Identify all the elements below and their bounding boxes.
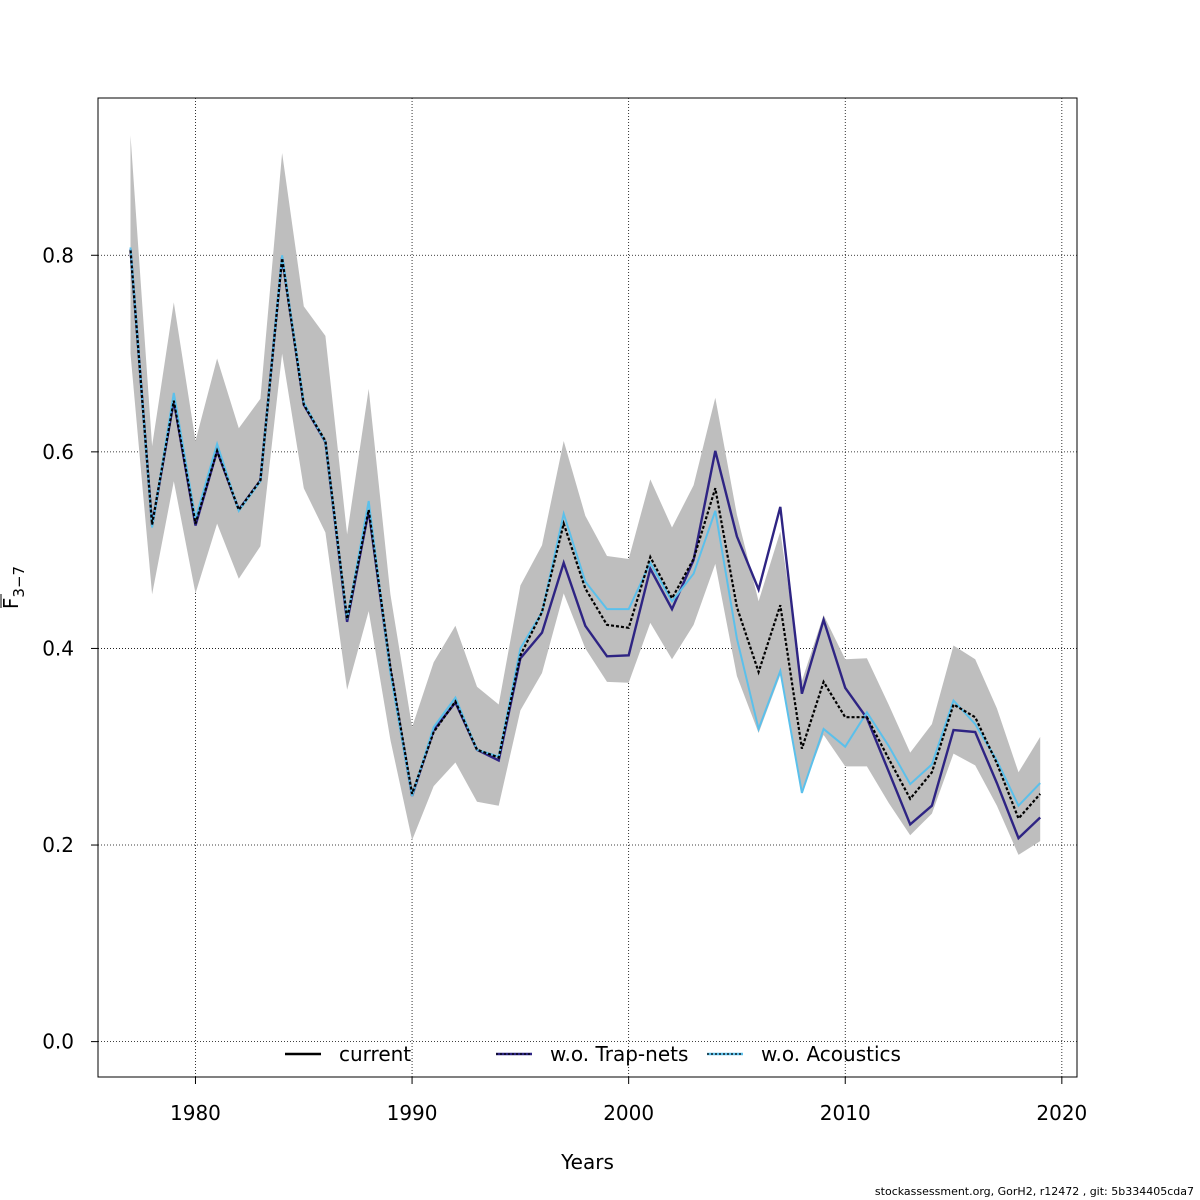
y-axis-title-base: F [0,598,23,610]
series-line-wo-acoustics [129,247,1041,808]
x-tick-label: 2010 [820,1101,871,1125]
confidence-band [130,135,1041,855]
x-tick-label: 1980 [170,1101,221,1125]
legend-label: w.o. Trap-nets [550,1042,688,1066]
y-axis: 0.0 0.2 0.4 0.6 0.8 [42,243,99,1054]
x-axis: 1980 1990 2000 2010 2020 [170,1076,1087,1125]
y-tick-label: 0.8 [42,243,74,267]
y-tick-label: 0.4 [42,636,74,660]
legend: current w.o. Trap-nets w.o. Acoustics [285,1042,901,1066]
series-lines [129,247,1042,841]
x-tick-label: 2020 [1036,1101,1087,1125]
y-axis-title: F3−7 [0,566,28,609]
footer-credit: stockassessment.org, GorH2, r12472 , git… [874,1185,1194,1198]
legend-label: w.o. Acoustics [761,1042,901,1066]
x-tick-label: 2000 [603,1101,654,1125]
y-axis-title-subscript: 3−7 [10,566,28,598]
y-tick-label: 0.6 [42,440,74,464]
x-tick-label: 1990 [387,1101,438,1125]
y-tick-label: 0.0 [42,1030,74,1054]
x-axis-title: Years [560,1150,614,1174]
series-line-current [129,250,1042,821]
legend-label: current [339,1042,411,1066]
y-tick-label: 0.2 [42,833,74,857]
